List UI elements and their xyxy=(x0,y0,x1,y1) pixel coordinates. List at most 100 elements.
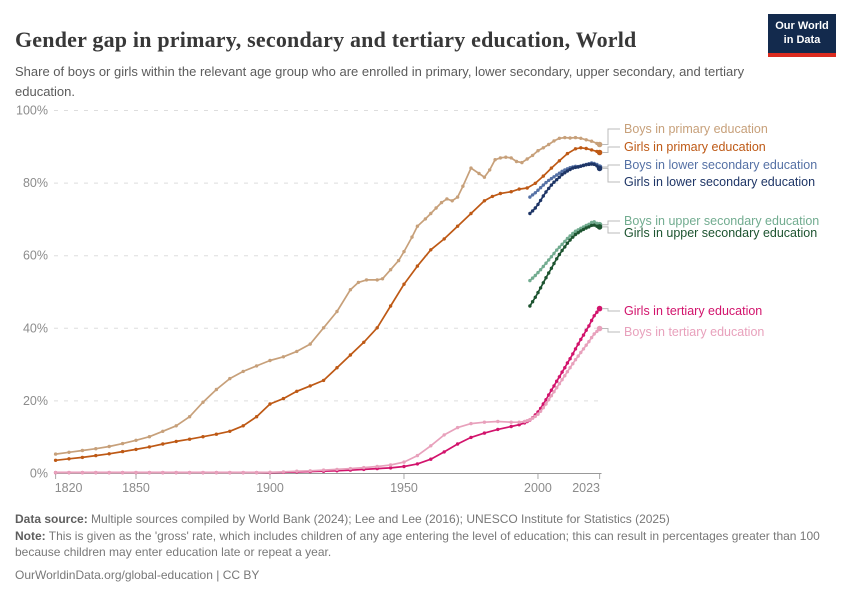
point-girls-primary[interactable] xyxy=(375,326,379,330)
point-girls-upper-secondary[interactable] xyxy=(563,245,567,249)
point-girls-primary[interactable] xyxy=(134,447,138,452)
line-girls-tertiary[interactable] xyxy=(54,307,601,474)
point-girls-primary[interactable] xyxy=(348,353,353,357)
point-boys-primary[interactable] xyxy=(596,141,603,148)
point-girls-tertiary[interactable] xyxy=(555,379,559,383)
point-boys-primary[interactable] xyxy=(509,156,513,160)
point-boys-primary[interactable] xyxy=(514,159,519,164)
point-girls-upper-secondary[interactable] xyxy=(549,266,554,270)
point-girls-upper-secondary[interactable] xyxy=(555,257,559,261)
point-girls-lower-secondary[interactable] xyxy=(581,163,586,168)
point-boys-tertiary[interactable] xyxy=(533,414,537,419)
point-girls-primary[interactable] xyxy=(482,199,487,203)
point-boys-tertiary[interactable] xyxy=(552,390,556,394)
point-boys-upper-secondary[interactable] xyxy=(557,245,562,249)
point-girls-tertiary[interactable] xyxy=(596,305,603,312)
point-girls-upper-secondary[interactable] xyxy=(581,227,586,232)
point-boys-tertiary[interactable] xyxy=(147,470,152,475)
cc-by-link[interactable]: CC BY xyxy=(222,567,260,582)
point-boys-tertiary[interactable] xyxy=(571,362,575,366)
point-girls-primary[interactable] xyxy=(429,248,433,252)
point-boys-primary[interactable] xyxy=(520,160,524,165)
point-boys-tertiary[interactable] xyxy=(254,470,259,475)
point-boys-lower-secondary[interactable] xyxy=(555,173,559,177)
point-boys-primary[interactable] xyxy=(536,149,540,153)
point-boys-upper-secondary[interactable] xyxy=(576,228,580,232)
point-boys-tertiary[interactable] xyxy=(268,470,272,474)
point-boys-upper-secondary[interactable] xyxy=(549,255,554,259)
point-boys-tertiary[interactable] xyxy=(94,470,98,475)
point-girls-primary[interactable] xyxy=(281,396,286,401)
point-girls-primary[interactable] xyxy=(490,194,495,199)
point-girls-upper-secondary[interactable] xyxy=(538,286,543,290)
point-girls-primary[interactable] xyxy=(201,435,205,439)
point-boys-primary[interactable] xyxy=(450,199,454,203)
point-girls-primary[interactable] xyxy=(533,181,537,185)
point-girls-primary[interactable] xyxy=(509,190,513,194)
point-boys-primary[interactable] xyxy=(482,175,487,179)
point-boys-primary[interactable] xyxy=(295,349,299,354)
point-boys-upper-secondary[interactable] xyxy=(552,251,556,256)
point-girls-tertiary[interactable] xyxy=(517,423,521,427)
point-girls-tertiary[interactable] xyxy=(592,314,596,318)
point-girls-primary[interactable] xyxy=(241,424,245,428)
point-girls-lower-secondary[interactable] xyxy=(592,162,596,167)
point-girls-lower-secondary[interactable] xyxy=(538,198,543,203)
point-girls-upper-secondary[interactable] xyxy=(560,248,564,253)
point-girls-primary[interactable] xyxy=(67,457,71,461)
point-boys-primary[interactable] xyxy=(415,224,420,228)
point-girls-lower-secondary[interactable] xyxy=(584,163,588,167)
line-girls-upper-secondary[interactable] xyxy=(529,224,601,307)
point-boys-primary[interactable] xyxy=(201,400,205,404)
point-boys-upper-secondary[interactable] xyxy=(538,268,543,272)
point-girls-upper-secondary[interactable] xyxy=(579,229,583,233)
point-boys-tertiary[interactable] xyxy=(587,339,591,344)
point-girls-upper-secondary[interactable] xyxy=(552,261,556,266)
point-girls-lower-secondary[interactable] xyxy=(528,211,532,216)
point-boys-tertiary[interactable] xyxy=(589,335,594,340)
point-boys-primary[interactable] xyxy=(573,135,578,140)
point-boys-primary[interactable] xyxy=(147,435,152,439)
point-boys-primary[interactable] xyxy=(356,280,361,285)
point-girls-tertiary[interactable] xyxy=(388,466,393,470)
point-girls-upper-secondary[interactable] xyxy=(528,304,532,308)
point-boys-lower-secondary[interactable] xyxy=(538,186,543,190)
point-boys-tertiary[interactable] xyxy=(538,409,543,413)
point-girls-lower-secondary[interactable] xyxy=(536,202,540,207)
point-boys-primary[interactable] xyxy=(525,157,529,161)
point-girls-tertiary[interactable] xyxy=(496,427,500,432)
point-girls-primary[interactable] xyxy=(362,340,366,344)
point-boys-primary[interactable] xyxy=(439,200,444,205)
point-boys-tertiary[interactable] xyxy=(67,470,71,475)
point-girls-tertiary[interactable] xyxy=(563,366,567,370)
point-girls-upper-secondary[interactable] xyxy=(544,276,548,280)
point-boys-upper-secondary[interactable] xyxy=(541,264,545,269)
point-boys-upper-secondary[interactable] xyxy=(571,231,575,236)
point-girls-lower-secondary[interactable] xyxy=(533,206,537,210)
point-boys-primary[interactable] xyxy=(541,146,545,150)
point-girls-upper-secondary[interactable] xyxy=(547,271,551,275)
point-boys-tertiary[interactable] xyxy=(547,398,551,402)
point-girls-tertiary[interactable] xyxy=(568,357,572,361)
point-boys-primary[interactable] xyxy=(434,206,438,210)
point-boys-tertiary[interactable] xyxy=(348,466,353,471)
point-girls-tertiary[interactable] xyxy=(589,318,594,323)
point-girls-tertiary[interactable] xyxy=(576,342,580,346)
point-boys-upper-secondary[interactable] xyxy=(530,276,535,280)
point-boys-tertiary[interactable] xyxy=(107,470,111,475)
point-boys-lower-secondary[interactable] xyxy=(552,175,556,179)
point-girls-primary[interactable] xyxy=(308,384,312,388)
point-girls-tertiary[interactable] xyxy=(549,388,554,392)
point-girls-tertiary[interactable] xyxy=(581,333,586,337)
point-boys-tertiary[interactable] xyxy=(557,382,562,386)
line-boys-upper-secondary[interactable] xyxy=(529,220,601,282)
point-girls-upper-secondary[interactable] xyxy=(589,223,594,228)
point-girls-primary[interactable] xyxy=(214,432,219,436)
point-boys-primary[interactable] xyxy=(187,415,192,419)
point-boys-primary[interactable] xyxy=(402,249,406,254)
point-boys-tertiary[interactable] xyxy=(522,419,527,424)
point-girls-lower-secondary[interactable] xyxy=(589,162,594,166)
point-boys-primary[interactable] xyxy=(455,195,460,199)
point-girls-primary[interactable] xyxy=(94,453,98,458)
point-girls-lower-secondary[interactable] xyxy=(555,178,559,182)
